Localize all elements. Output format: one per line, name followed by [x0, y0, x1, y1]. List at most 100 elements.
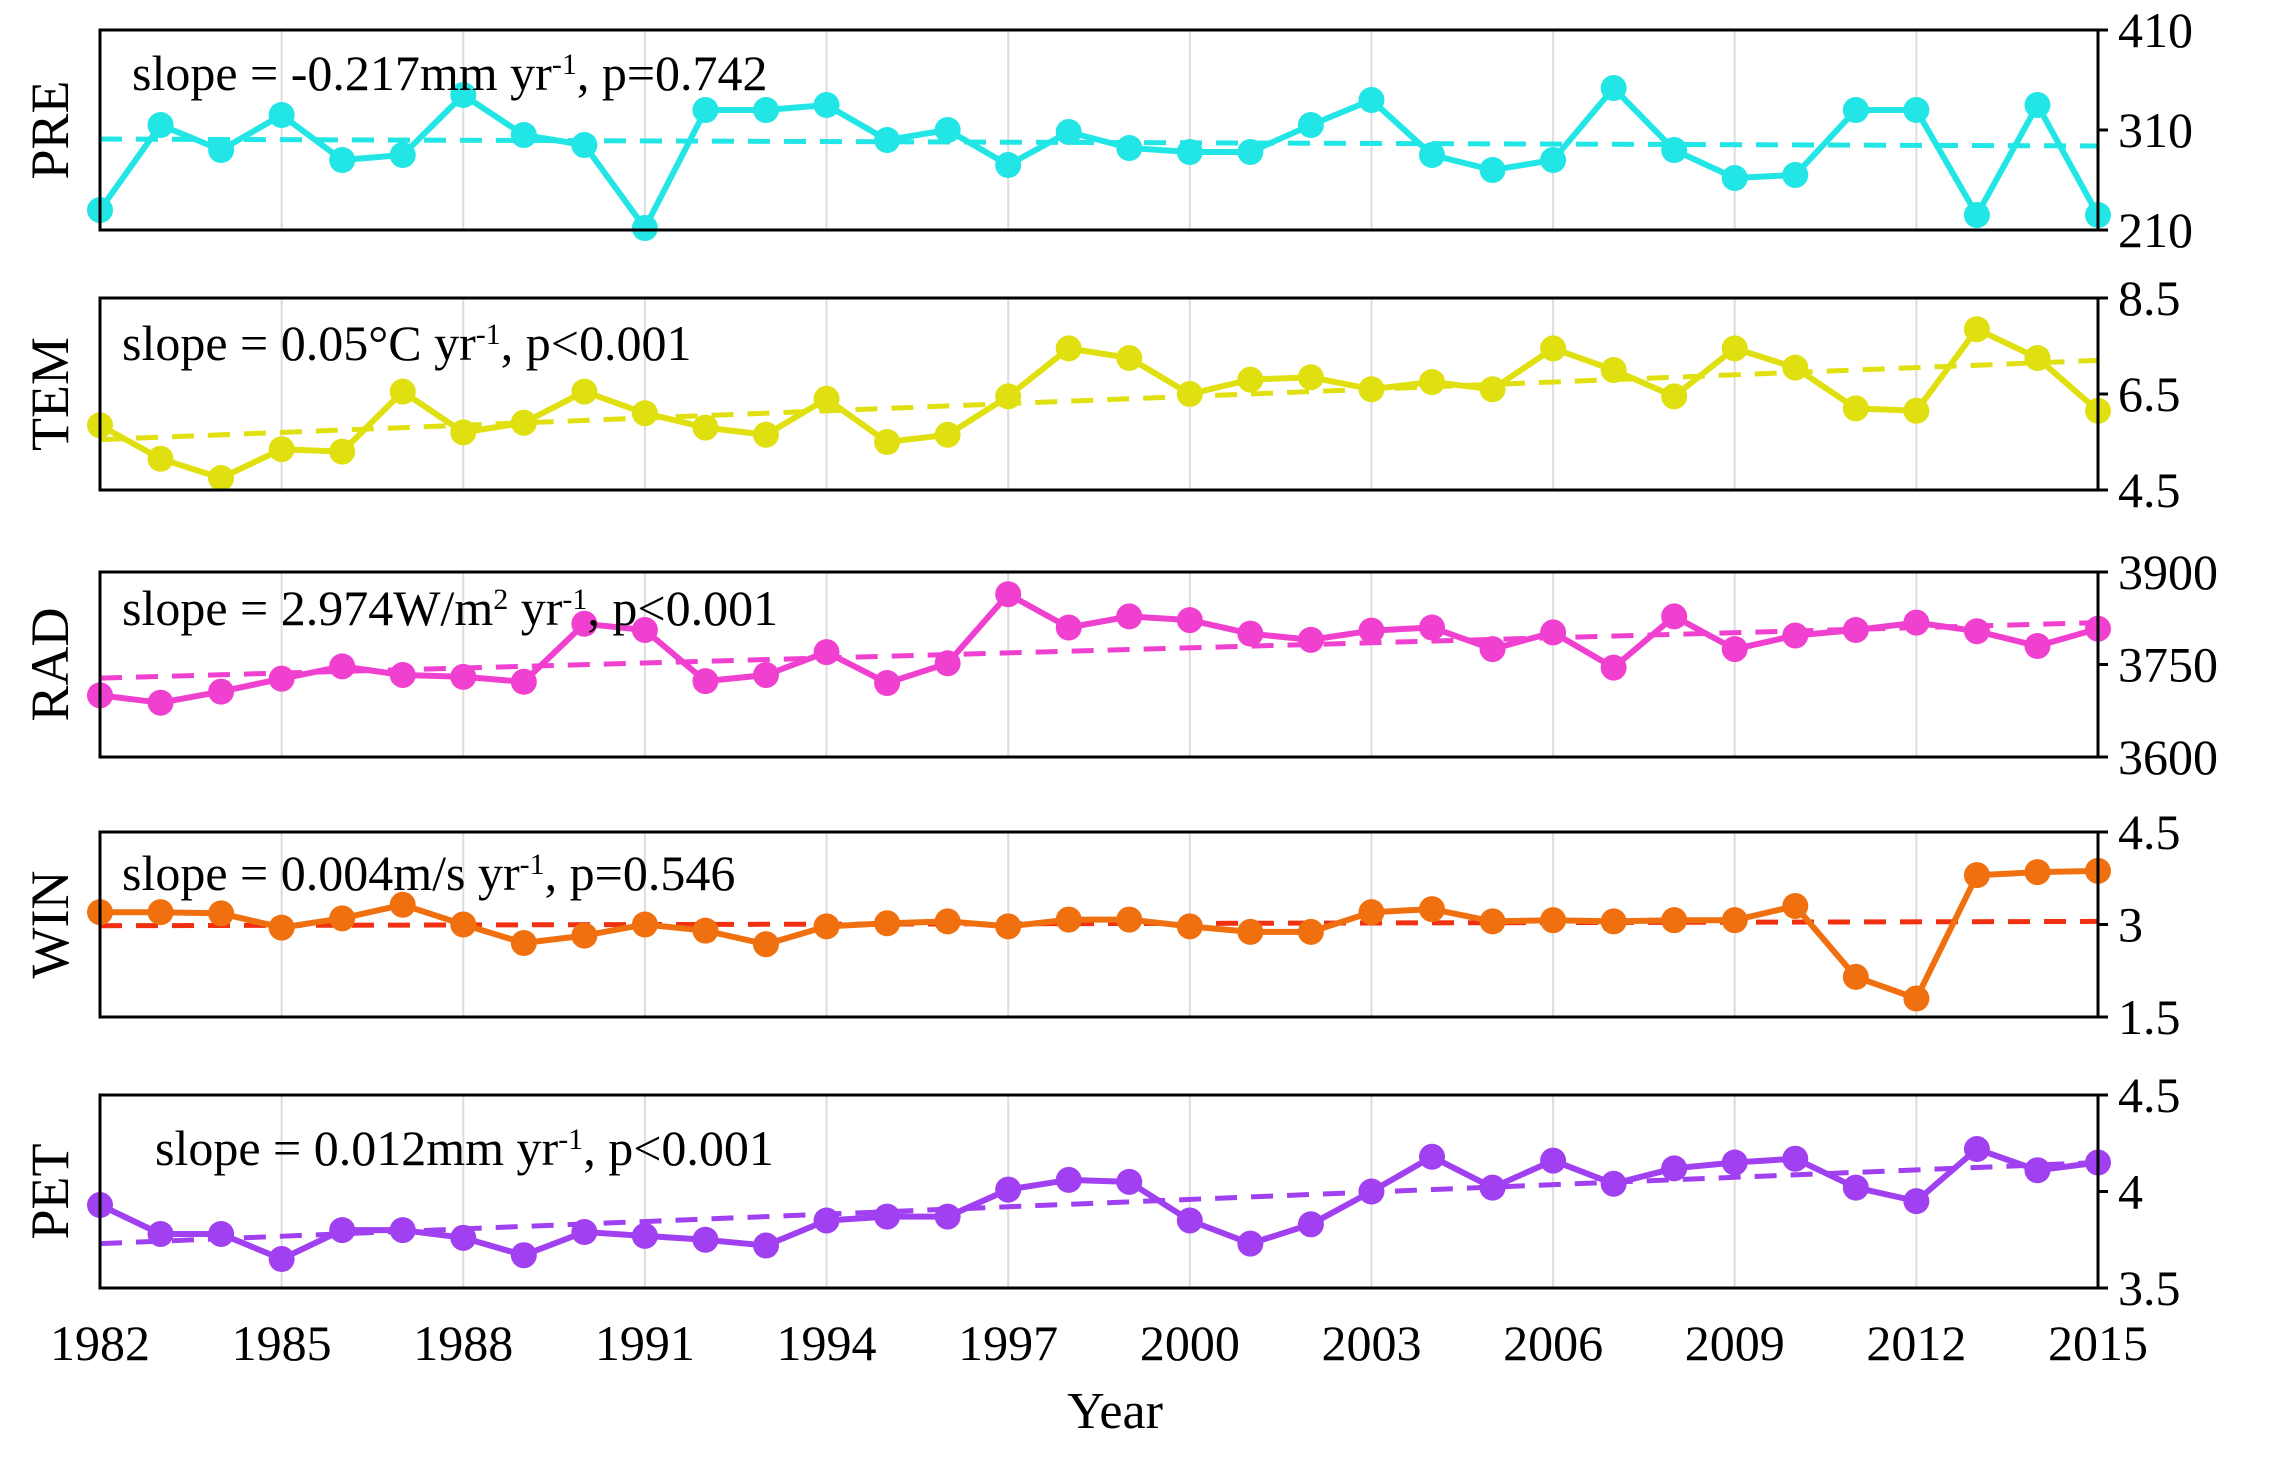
point-rad-2006	[1540, 619, 1567, 646]
point-win-1995	[874, 910, 901, 937]
point-pet-2011	[1842, 1174, 1869, 1201]
point-tem-2011	[1842, 395, 1869, 422]
point-win-1988	[450, 911, 477, 938]
point-tem-1983	[147, 445, 174, 472]
point-pet-1990	[571, 1219, 598, 1246]
point-rad-2008	[1661, 603, 1688, 630]
point-win-1994	[813, 913, 840, 940]
y-tick-label-win-1: 3	[2118, 897, 2143, 953]
point-win-1984	[208, 900, 235, 927]
point-win-2012	[1903, 985, 1930, 1012]
point-pre-2007	[1600, 75, 1627, 101]
trend-line-pre	[99, 136, 2099, 149]
point-win-1983	[147, 899, 174, 926]
point-win-1999	[1116, 906, 1143, 933]
point-pre-2009	[1721, 165, 1748, 191]
point-rad-2003	[1358, 617, 1385, 644]
point-pet-1988	[450, 1224, 477, 1251]
point-pre-2006	[1540, 147, 1567, 173]
point-pre-1994	[813, 92, 840, 118]
trend-line-tem	[99, 357, 2099, 443]
point-pre-1986	[329, 147, 356, 173]
point-win-1996	[934, 908, 961, 935]
point-pre-2002	[1297, 112, 1324, 138]
series-line-rad	[99, 591, 2099, 706]
point-pre-1984	[208, 137, 235, 163]
point-pre-2013	[1963, 202, 1990, 228]
point-pet-2012	[1903, 1188, 1930, 1215]
point-tem-2013	[1963, 316, 1990, 343]
x-tick-label-1991: 1991	[595, 1315, 695, 1371]
point-rad-1987	[389, 661, 416, 688]
point-rad-1991	[631, 616, 658, 643]
point-pre-1996	[934, 117, 961, 143]
y-tick-label-tem-0: 8.5	[2118, 270, 2181, 326]
point-rad-1985	[268, 665, 295, 692]
x-tick-label-2003: 2003	[1321, 1315, 1421, 1371]
x-tick-label-1985: 1985	[232, 1315, 332, 1371]
point-pre-1983	[147, 112, 174, 138]
x-tick-label-1982: 1982	[50, 1315, 150, 1371]
point-pre-1991	[631, 215, 658, 241]
point-win-2002	[1297, 918, 1324, 945]
point-rad-1993	[753, 661, 779, 688]
point-pet-2004	[1419, 1143, 1445, 1170]
point-pre-1995	[874, 127, 901, 153]
point-tem-2008	[1661, 383, 1688, 410]
point-rad-1995	[874, 670, 901, 696]
point-tem-1996	[934, 421, 961, 448]
point-pet-2014	[2024, 1157, 2051, 1184]
x-tick-label-1988: 1988	[413, 1315, 513, 1371]
point-rad-2005	[1479, 636, 1506, 663]
x-tick-label-2009: 2009	[1685, 1315, 1785, 1371]
point-win-1992	[692, 917, 719, 944]
point-rad-2004	[1419, 614, 1445, 641]
ylabel-win: WIN	[20, 871, 80, 979]
point-win-1986	[329, 905, 356, 932]
point-pet-2007	[1600, 1170, 1627, 1197]
y-tick-label-pre-1: 310	[2118, 102, 2193, 158]
annotation-tem: slope = 0.05°C yr-1, p<0.001	[122, 315, 691, 371]
point-tem-2005	[1479, 376, 1506, 403]
point-pet-1987	[389, 1217, 416, 1244]
ylabel-rad: RAD	[20, 607, 80, 721]
point-pet-2013	[1963, 1136, 1990, 1163]
x-tick-label-2006: 2006	[1503, 1315, 1603, 1371]
point-win-1998	[1055, 906, 1082, 933]
point-tem-1985	[268, 436, 295, 463]
series-line-pet	[98, 1146, 2099, 1262]
point-win-1989	[510, 930, 537, 956]
point-rad-2014	[2024, 633, 2051, 659]
point-win-2009	[1721, 907, 1748, 934]
point-tem-1988	[450, 419, 477, 446]
point-pet-1993	[753, 1232, 779, 1259]
point-pet-1984	[208, 1220, 235, 1247]
x-tick-label-2015: 2015	[2048, 1315, 2148, 1371]
point-tem-2002	[1297, 364, 1324, 391]
point-pet-1994	[813, 1207, 840, 1234]
point-pre-1990	[571, 132, 598, 158]
point-pet-1999	[1116, 1168, 1143, 1195]
point-rad-2011	[1842, 616, 1869, 643]
point-rad-1992	[692, 668, 719, 695]
series-line-tem	[98, 326, 2100, 481]
point-rad-2010	[1782, 622, 1809, 649]
point-rad-1994	[813, 639, 840, 666]
annotation-win: slope = 0.004m/s yr-1, p=0.546	[122, 845, 735, 901]
point-tem-2004	[1419, 369, 1445, 395]
point-win-1985	[268, 914, 295, 941]
point-pet-1991	[631, 1222, 658, 1249]
point-win-1987	[389, 891, 416, 918]
point-tem-1991	[631, 400, 658, 427]
point-pre-2001	[1237, 139, 1264, 165]
point-tem-2007	[1600, 357, 1627, 383]
point-rad-1999	[1116, 603, 1143, 630]
y-tick-label-pre-2: 210	[2118, 202, 2193, 258]
point-tem-1984	[208, 465, 235, 491]
point-rad-1997	[995, 581, 1022, 608]
point-pre-1985	[268, 102, 295, 128]
point-tem-2000	[1176, 381, 1203, 407]
point-rad-1990	[571, 610, 598, 637]
point-win-2005	[1479, 908, 1506, 935]
ylabel-pre: PRE	[20, 80, 80, 179]
